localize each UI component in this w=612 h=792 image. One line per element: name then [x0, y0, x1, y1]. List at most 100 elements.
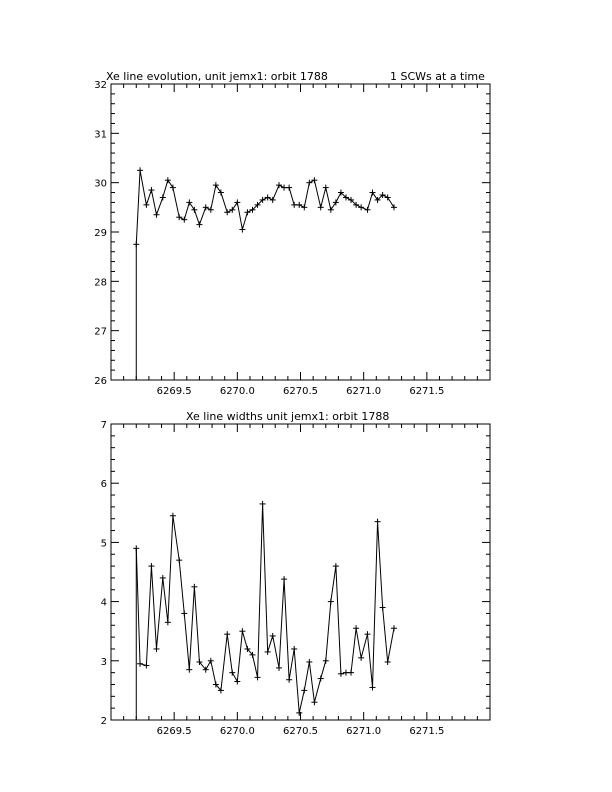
data-point — [301, 204, 308, 211]
y-tick-label: 27 — [94, 327, 107, 338]
data-point — [148, 563, 155, 570]
data-point — [217, 687, 224, 694]
data-point — [301, 687, 308, 694]
panel-xe-line-evolution: Xe line evolution, unit jemx1: orbit 178… — [94, 70, 491, 397]
data-point — [143, 201, 150, 208]
data-point — [181, 610, 188, 617]
data-point — [317, 204, 324, 211]
data-point — [207, 657, 214, 664]
data-point — [181, 216, 188, 223]
data-point — [306, 658, 313, 665]
panel-xe-line-widths: Xe line widths unit jemx1: orbit 1788 62… — [101, 410, 491, 737]
data-point — [212, 182, 219, 189]
data-point — [322, 184, 329, 191]
data-point — [137, 660, 144, 667]
series-line — [135, 170, 395, 245]
x-tick-label: 6271.5 — [409, 726, 444, 737]
data-point — [327, 598, 334, 605]
data-point — [269, 632, 276, 639]
data-point — [332, 563, 339, 570]
x-tick-label: 6271.5 — [409, 386, 444, 397]
data-point — [164, 619, 171, 626]
data-point — [239, 628, 246, 635]
data-point — [374, 196, 381, 203]
data-point — [269, 196, 276, 203]
data-point — [291, 645, 298, 652]
y-tick-label: 6 — [101, 479, 107, 490]
axis-ticks — [110, 83, 491, 381]
data-point — [176, 214, 183, 221]
data-point — [186, 666, 193, 673]
data-point — [327, 206, 334, 213]
y-tick-label: 2 — [101, 716, 107, 727]
data-point — [353, 625, 360, 632]
data-point — [164, 177, 171, 184]
data-point — [217, 189, 224, 196]
x-tick-label: 6269.5 — [157, 726, 192, 737]
data-point — [229, 206, 236, 213]
data-point — [207, 206, 214, 213]
data-point — [191, 583, 198, 590]
data-point — [224, 631, 231, 638]
y-tick-label: 30 — [94, 179, 107, 190]
y-tick-label: 31 — [94, 129, 107, 140]
data-point — [143, 662, 150, 669]
data-point — [364, 206, 371, 213]
y-tick-label: 28 — [94, 277, 107, 288]
data-point — [317, 675, 324, 682]
data-point — [191, 206, 198, 213]
data-point — [306, 179, 313, 186]
data-point — [342, 669, 349, 676]
data-point — [244, 645, 251, 652]
plot-frame — [110, 423, 491, 721]
x-tick-label: 6270.5 — [283, 386, 318, 397]
data-point — [348, 196, 355, 203]
x-tick-label: 6269.5 — [157, 386, 192, 397]
y-tick-label: 3 — [101, 657, 107, 668]
data-point — [358, 204, 365, 211]
data-point — [364, 631, 371, 638]
y-tick-label: 26 — [94, 376, 107, 387]
data-point — [311, 699, 318, 706]
data-point — [281, 576, 288, 583]
data-point — [369, 684, 376, 691]
data-point — [249, 206, 256, 213]
chart-title: Xe line widths unit jemx1: orbit 1788 — [186, 410, 389, 423]
data-point — [337, 189, 344, 196]
x-tick-label: 6271.0 — [346, 726, 381, 737]
data-point — [133, 241, 140, 248]
data-point — [369, 189, 376, 196]
data-point — [244, 209, 251, 216]
data-point — [229, 669, 236, 676]
data-point — [342, 194, 349, 201]
data-point — [249, 651, 256, 658]
series-line — [135, 503, 395, 714]
data-point — [133, 545, 140, 552]
x-tick-label: 6270.0 — [220, 386, 255, 397]
data-point — [296, 709, 303, 716]
data-point — [159, 574, 166, 581]
data-point — [353, 201, 360, 208]
data-point — [296, 201, 303, 208]
data-point — [390, 204, 397, 211]
data-point — [159, 194, 166, 201]
data-point — [286, 676, 293, 683]
data-point — [348, 669, 355, 676]
data-point — [337, 670, 344, 677]
data-point — [153, 645, 160, 652]
data-point — [322, 657, 329, 664]
data-point — [202, 204, 209, 211]
plot-frame — [110, 83, 491, 381]
data-point — [379, 192, 386, 198]
axis-tick-labels: 6269.5 6270.0 6270.5 6271.0 6271.5 2 3 4 5 6 7 — [101, 420, 445, 737]
data-point — [264, 194, 271, 201]
data-point — [196, 221, 203, 228]
data-point — [358, 654, 365, 661]
data-point — [281, 184, 288, 191]
data-point — [254, 674, 261, 681]
data-point — [390, 625, 397, 632]
data-point — [311, 177, 318, 184]
data-point — [286, 184, 293, 191]
series-group — [133, 167, 397, 380]
